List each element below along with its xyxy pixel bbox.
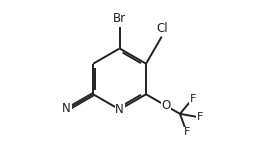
Text: Br: Br [113, 12, 126, 25]
Text: N: N [115, 103, 124, 116]
Text: Cl: Cl [157, 22, 168, 35]
Text: N: N [62, 102, 71, 115]
Text: F: F [184, 127, 190, 137]
Text: F: F [197, 112, 203, 122]
Text: O: O [162, 99, 171, 112]
Text: F: F [190, 94, 196, 104]
